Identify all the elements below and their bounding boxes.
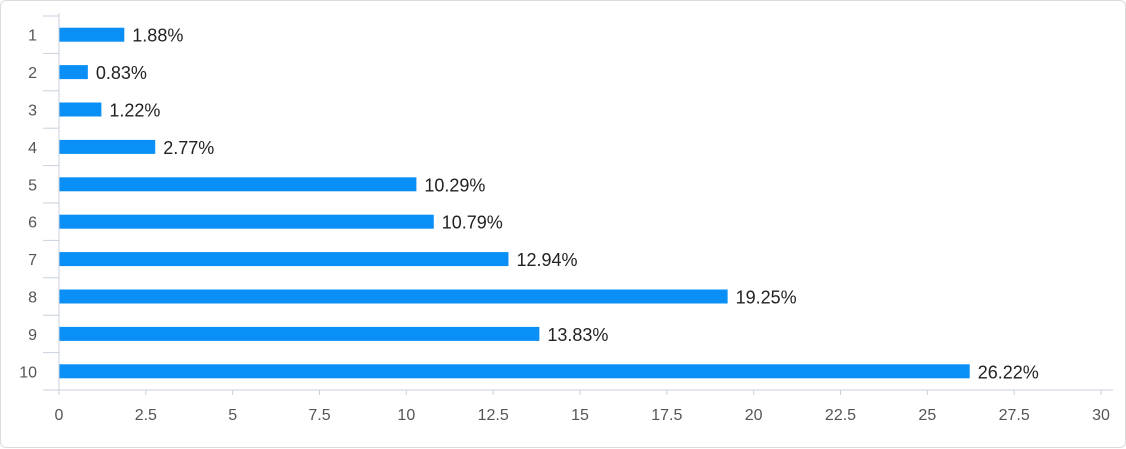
bars-group bbox=[59, 27, 970, 379]
bar-7 bbox=[59, 252, 509, 267]
category-label-1: 1 bbox=[28, 28, 37, 45]
category-label-2: 2 bbox=[28, 65, 37, 82]
bar-3 bbox=[59, 102, 102, 117]
bar-5 bbox=[59, 177, 417, 192]
x-tick-label: 22.5 bbox=[825, 407, 856, 424]
x-tick-label: 2.5 bbox=[135, 407, 157, 424]
x-tick-label: 7.5 bbox=[308, 407, 330, 424]
bar-2 bbox=[59, 65, 88, 80]
bar-6 bbox=[59, 214, 434, 229]
x-tick-label: 30 bbox=[1092, 407, 1110, 424]
bar-4 bbox=[59, 139, 156, 154]
data-label-5: 10.29% bbox=[424, 175, 485, 195]
x-tick-label: 17.5 bbox=[651, 407, 682, 424]
data-label-6: 10.79% bbox=[442, 213, 503, 233]
x-tick-label: 12.5 bbox=[478, 407, 509, 424]
data-label-10: 26.22% bbox=[978, 362, 1039, 382]
x-tick-label: 15 bbox=[571, 407, 589, 424]
data-label-3: 1.22% bbox=[109, 101, 160, 121]
category-label-9: 9 bbox=[28, 327, 37, 344]
bar-10 bbox=[59, 364, 970, 379]
axes-group: 1 1.88% 2 0.83% 3 1.22% 4 2.77% 5 10.29% 6 10.79% 7 1… bbox=[19, 13, 1113, 424]
bar-8 bbox=[59, 289, 728, 304]
data-label-2: 0.83% bbox=[96, 63, 147, 83]
data-label-7: 12.94% bbox=[516, 250, 577, 270]
category-label-6: 6 bbox=[28, 215, 37, 232]
category-label-7: 7 bbox=[28, 252, 37, 269]
category-label-4: 4 bbox=[28, 140, 37, 157]
bar-1 bbox=[59, 27, 125, 42]
data-label-4: 2.77% bbox=[163, 138, 214, 158]
data-label-8: 19.25% bbox=[736, 288, 797, 308]
x-tick-label: 0 bbox=[55, 407, 64, 424]
category-label-5: 5 bbox=[28, 177, 37, 194]
x-tick-label: 27.5 bbox=[999, 407, 1030, 424]
x-tick-label: 10 bbox=[397, 407, 415, 424]
data-label-1: 1.88% bbox=[132, 26, 183, 46]
category-label-3: 3 bbox=[28, 103, 37, 120]
x-tick-label: 5 bbox=[228, 407, 237, 424]
x-tick-label: 25 bbox=[918, 407, 936, 424]
bar-9 bbox=[59, 326, 540, 341]
category-label-10: 10 bbox=[19, 364, 37, 381]
data-label-9: 13.83% bbox=[547, 325, 608, 345]
category-label-8: 8 bbox=[28, 290, 37, 307]
x-tick-label: 20 bbox=[745, 407, 763, 424]
